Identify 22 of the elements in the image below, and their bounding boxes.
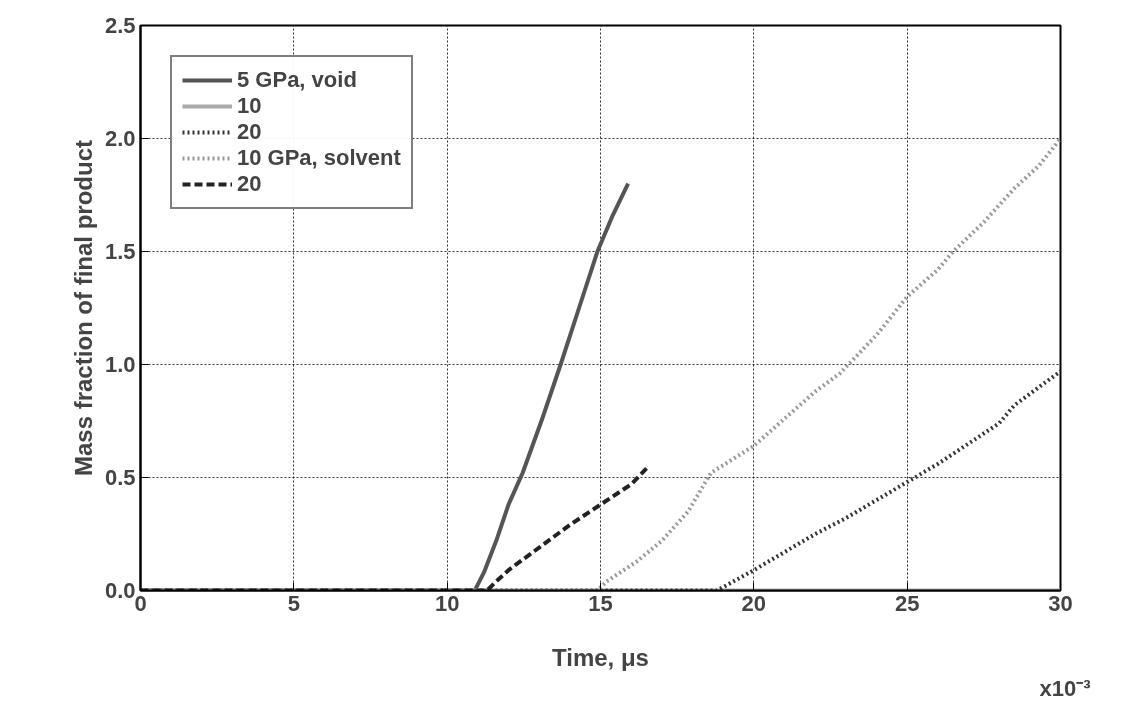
x-tick-label: 15 — [588, 590, 613, 616]
legend-label: 5 GPa, void — [237, 67, 357, 93]
text: x10⁻³ — [1039, 675, 1091, 701]
x-tick-label: 20 — [741, 590, 767, 616]
legend-label: 20 — [237, 119, 262, 145]
y-tick-label: 0.0 — [104, 578, 136, 603]
y-tick-label: 1.0 — [104, 352, 136, 377]
x-tick-label: 10 — [434, 590, 460, 616]
x-axis-title: Time, μs — [552, 643, 649, 671]
x-tick-label: 5 — [287, 590, 300, 616]
line-series — [140, 466, 649, 591]
x-tick-label: 25 — [894, 590, 920, 616]
y-axis-title: Mass fraction of final product — [69, 139, 97, 477]
y-tick-label: 0.5 — [104, 465, 136, 490]
x-tick-label: 0 — [134, 590, 147, 616]
legend-label: 20 — [237, 171, 262, 197]
legend-label: 10 GPa, solvent — [237, 145, 401, 171]
y-tick-label: 2.5 — [104, 13, 136, 38]
y-tick-label: 1.5 — [104, 239, 136, 264]
x-tick-label: 30 — [1048, 590, 1073, 616]
legend-label: 10 — [237, 93, 262, 119]
y-tick-label: 2.0 — [104, 126, 136, 151]
